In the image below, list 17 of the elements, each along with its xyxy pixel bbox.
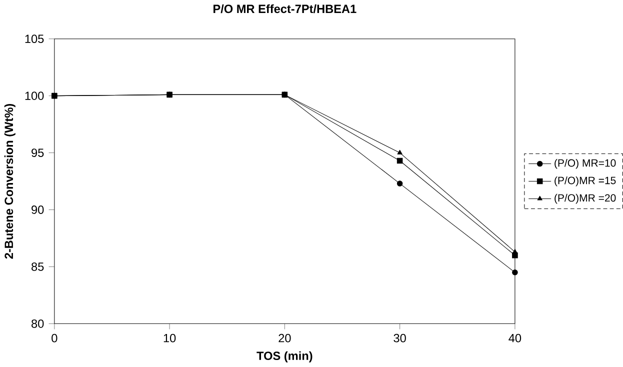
y-tick-label: 105 bbox=[25, 34, 44, 44]
legend-label: (P/O)MR =20 bbox=[554, 194, 616, 204]
y-tick-label: 100 bbox=[25, 92, 44, 100]
x-tick-label: 40 bbox=[508, 334, 522, 342]
y-tick-label: 95 bbox=[32, 148, 44, 158]
x-axis-title: TOS (min) bbox=[256, 351, 312, 362]
x-tick-label: 10 bbox=[164, 334, 176, 342]
x-tick-label: 30 bbox=[394, 334, 406, 342]
x-tick-label: 0 bbox=[52, 334, 58, 342]
y-axis-title: 2-Butene Conversion (Wt%) bbox=[4, 104, 16, 259]
y-tick-label: 90 bbox=[32, 206, 44, 214]
y-tick-label: 80 bbox=[32, 320, 44, 328]
legend-label: (P/O) MR=10 bbox=[554, 159, 616, 169]
y-tick-label: 85 bbox=[32, 262, 44, 272]
legend-label: (P/O)MR =15 bbox=[554, 176, 616, 186]
x-tick-label: 20 bbox=[278, 334, 291, 342]
chart-title: P/O MR Effect-7Pt/HBEA1 bbox=[214, 4, 356, 14]
